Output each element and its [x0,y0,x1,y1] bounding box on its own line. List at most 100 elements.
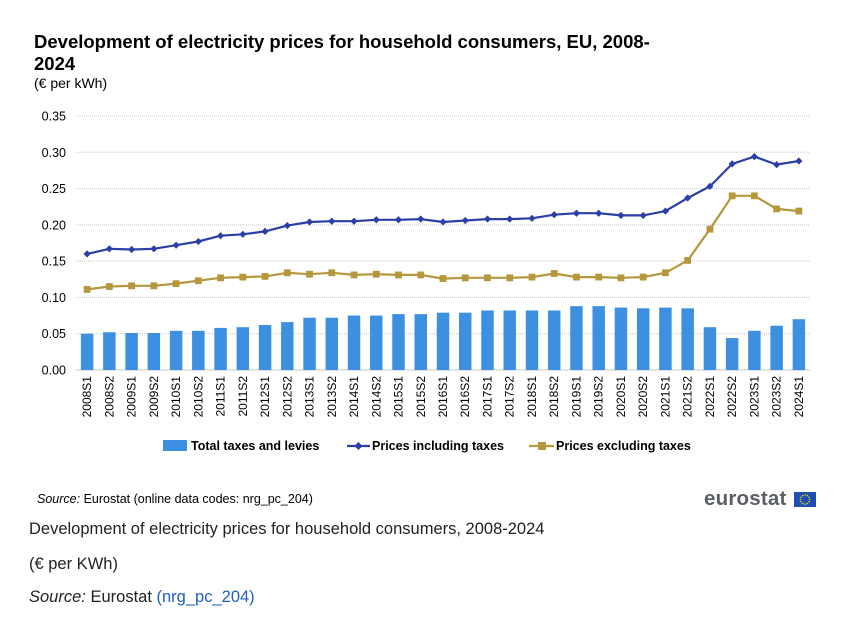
y-tick-label: 0.25 [42,182,66,196]
x-tick-label: 2020S1 [614,376,628,418]
eu-flag-star [806,502,808,504]
prices-incl-taxes-point [439,218,447,226]
caption-source-text: Eurostat [90,588,152,606]
y-tick-label: 0.20 [42,218,66,232]
prices-excl-taxes-point [283,269,291,277]
x-tick-label: 2018S2 [547,376,561,418]
bar-total-taxes [748,330,761,370]
bar-total-taxes [281,322,294,370]
chart-source-text: Eurostat (online data codes: nrg_pc_204) [83,492,313,506]
eu-flag-star [808,500,810,503]
legend: Total taxes and levies Prices including … [163,439,691,453]
prices-incl-taxes-point [128,245,136,254]
prices-excl-taxes-point [350,271,358,279]
prices-incl-taxes-point [239,230,247,238]
eu-flag-icon [793,491,816,507]
x-tick-label: 2023S2 [770,376,784,418]
chart-unit-label: (€ per kWh) [34,75,108,91]
prices-excl-taxes-point [773,205,781,213]
x-tick-label: 2022S1 [703,376,717,418]
x-tick-label: 2012S2 [280,376,294,418]
y-tick-label: 0.30 [42,146,66,160]
bar-total-taxes [103,332,116,370]
prices-excl-taxes-point [573,273,580,281]
chart-figure: 0.00 0.05 0.10 0.15 0.20 0.25 0.30 0.35 2008S1 2… [34,31,816,510]
x-tick-label: 2016S2 [458,376,472,418]
bar-total-taxes [725,338,739,370]
legend-marker-incl [354,442,363,450]
bar-total-taxes [192,330,205,370]
prices-incl-taxes-point [506,215,514,223]
prices-incl-taxes-point [150,245,158,253]
prices-incl-taxes-point [83,250,91,258]
bar-total-taxes [459,312,472,370]
prices-excl-taxes-point [728,192,736,200]
prices-incl-taxes-point [684,194,692,202]
legend-marker-excl [538,442,546,450]
x-tick-label: 2014S1 [347,376,361,418]
y-tick-label: 0.05 [42,327,66,341]
prices-incl-taxes-point [773,161,781,169]
eu-flag-star [801,502,804,504]
prices-excl-taxes-point [595,273,603,281]
x-tick-label: 2022S2 [725,376,739,418]
bar-total-taxes [792,319,806,370]
x-tick-label: 2024S1 [792,376,806,418]
prices-excl-taxes-point [83,286,91,293]
bar-total-taxes [258,325,272,370]
caption-unit: (€ per KWh) [29,555,118,573]
prices-incl-taxes-point [639,211,647,220]
x-tick-label: 2013S2 [325,376,339,418]
prices-excl-taxes-point [417,271,425,279]
bar-layer [80,306,806,370]
y-tick-label: 0.35 [42,110,66,124]
prices-incl-taxes-point [350,217,358,225]
prices-excl-taxes-point [261,272,269,280]
bar-total-taxes [347,315,361,370]
legend-label-excl: Prices excluding taxes [556,439,691,453]
caption-title: Development of electricity prices for ho… [29,520,545,538]
bar-total-taxes [125,332,138,370]
prices-incl-taxes-line [86,155,800,255]
prices-excl-taxes-point [750,192,758,200]
prices-incl-taxes-point [795,157,803,165]
prices-incl-taxes-point [328,217,336,225]
eurostat-logo-text: eurostat [704,487,787,510]
chart-source: Source: Eurostat (online data codes: nrg… [37,492,313,506]
x-tick-label: 2010S1 [169,376,183,418]
x-tick-label: 2008S1 [80,376,94,418]
x-tick-label: 2021S1 [658,376,672,418]
prices-excl-taxes-point [684,257,692,264]
bar-total-taxes [770,325,783,370]
y-tick-label: 0.10 [42,291,66,305]
prices-incl-taxes-point [283,221,291,230]
eu-flag-star [800,495,802,498]
bar-total-taxes [636,308,650,370]
prices-excl-taxes-point [239,273,247,281]
prices-excl-taxes-point [484,274,491,282]
prices-incl-taxes-point [261,227,269,235]
y-tick-label: 0.00 [42,364,66,378]
prices-excl-taxes-point [706,225,714,233]
prices-incl-taxes-point [728,160,736,168]
prices-excl-taxes-point [306,270,313,278]
x-tick-label: 2009S1 [125,376,139,418]
bar-total-taxes [147,332,161,370]
eu-flag-star [808,498,811,500]
x-tick-label: 2009S2 [147,376,161,418]
x-tick-label: 2011S2 [236,376,250,417]
bar-total-taxes [325,317,339,370]
x-tick-label: 2010S2 [191,376,205,418]
prices-incl-taxes-point [750,153,758,161]
dataset-code-link[interactable]: (nrg_pc_204) [156,588,255,606]
x-tick-label: 2016S1 [436,376,450,418]
legend-label-taxes: Total taxes and levies [191,439,319,453]
prices-excl-taxes-point [150,282,158,290]
prices-incl-taxes-point [305,218,314,226]
prices-excl-taxes-point [639,273,647,281]
prices-incl-taxes-point [572,209,581,217]
bar-total-taxes [681,308,694,370]
prices-incl-taxes-point [461,216,469,225]
eu-flag-star [808,495,810,498]
legend-label-incl: Prices including taxes [372,439,504,453]
